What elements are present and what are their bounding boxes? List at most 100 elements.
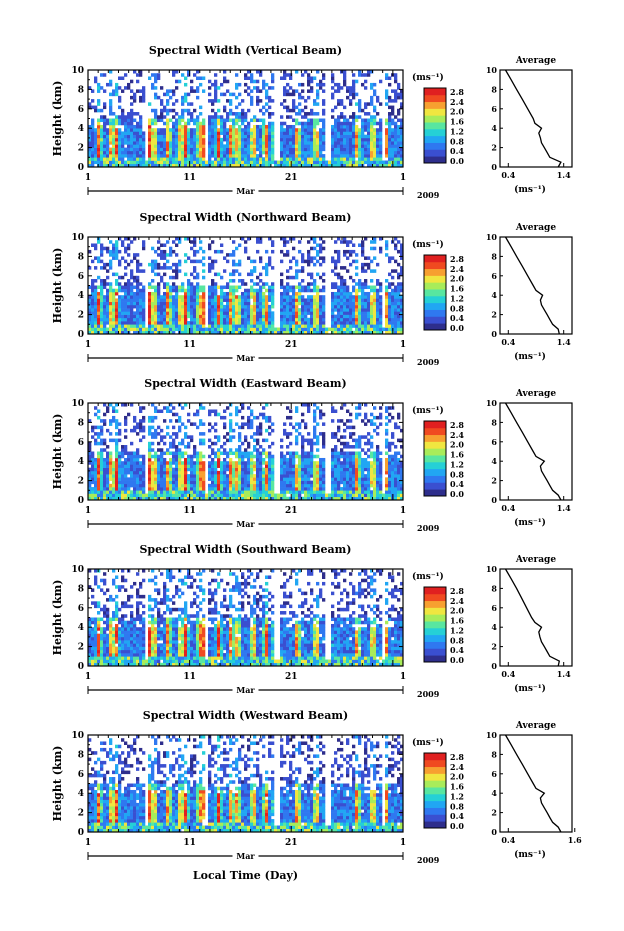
heatmap-cell <box>184 150 188 155</box>
heatmap-cell <box>322 144 326 148</box>
heatmap-cell <box>214 99 218 103</box>
heatmap-cell <box>277 330 281 335</box>
heatmap-cell <box>226 317 230 322</box>
heatmap-cell <box>148 477 152 481</box>
heatmap-cell <box>247 291 251 296</box>
heatmap-cell <box>100 285 104 290</box>
heatmap-cell <box>331 144 335 148</box>
heatmap-cell <box>94 425 98 430</box>
heatmap-cell <box>109 298 113 302</box>
heatmap-cell <box>229 304 233 309</box>
heatmap-cell <box>97 480 101 485</box>
heatmap-cell <box>178 470 182 475</box>
heatmap-cell <box>220 243 224 247</box>
heatmap-cell <box>292 105 296 110</box>
heatmap-cell <box>151 147 155 152</box>
heatmap-cell <box>199 474 203 478</box>
heatmap-cell <box>286 330 290 335</box>
heatmap-cell <box>394 269 398 273</box>
heatmap-cell <box>268 137 272 142</box>
heatmap-cell <box>307 330 311 335</box>
heatmap-cell <box>244 150 248 155</box>
heatmap-cell <box>214 295 218 299</box>
heatmap-cell <box>184 291 188 296</box>
heatmap-cell <box>178 298 182 302</box>
heatmap-cell <box>217 115 221 119</box>
heatmap-cell <box>163 272 167 277</box>
heatmap-cell <box>169 285 173 290</box>
heatmap-cell <box>109 308 113 312</box>
heatmap-cell <box>373 82 377 87</box>
heatmap-cell <box>262 134 266 139</box>
heatmap-cell <box>160 487 164 491</box>
heatmap-cell <box>175 137 179 142</box>
heatmap-cell <box>340 144 344 148</box>
heatmap-cell <box>385 160 389 165</box>
heatmap-cell <box>343 324 347 328</box>
heatmap-cell <box>271 128 275 132</box>
heatmap-cell <box>193 445 197 449</box>
heatmap-cell <box>340 279 344 283</box>
heatmap-cell <box>397 137 401 142</box>
heatmap-cell <box>232 112 236 116</box>
heatmap-cell <box>241 115 245 119</box>
heatmap-cell <box>127 304 131 309</box>
heatmap-cell <box>154 121 158 126</box>
heatmap-cell <box>184 496 188 501</box>
heatmap-cell <box>148 160 152 165</box>
heatmap-cell <box>232 467 236 472</box>
heatmap-cell <box>187 70 191 74</box>
heatmap-cell <box>163 314 167 319</box>
heatmap-cell <box>115 246 119 251</box>
heatmap-cell <box>376 327 380 332</box>
heatmap-cell <box>373 157 377 161</box>
heatmap-cell <box>247 154 251 158</box>
heatmap-cell <box>142 154 146 158</box>
heatmap-cell <box>352 311 356 315</box>
heatmap-cell <box>94 243 98 247</box>
heatmap-cell <box>253 295 257 299</box>
heatmap-cell <box>280 295 284 299</box>
heatmap-cell <box>217 477 221 481</box>
heatmap-cell <box>91 308 95 312</box>
heatmap-cell <box>202 118 206 123</box>
heatmap-cell <box>97 435 101 439</box>
heatmap-cell <box>175 269 179 273</box>
heatmap-cell <box>127 464 131 468</box>
heatmap-cell <box>400 311 404 315</box>
heatmap-cell <box>310 131 314 135</box>
heatmap-cell <box>175 451 179 456</box>
heatmap-cell <box>280 76 284 80</box>
heatmap-cell <box>208 160 212 165</box>
heatmap-cell <box>337 124 341 129</box>
heatmap-cell <box>304 327 308 332</box>
heatmap-cell <box>136 311 140 315</box>
heatmap-cell <box>271 324 275 328</box>
heatmap-cell <box>316 311 320 315</box>
heatmap-cell <box>91 144 95 148</box>
heatmap-cell <box>379 102 383 106</box>
heatmap-cell <box>100 157 104 161</box>
heatmap-cell <box>130 147 134 152</box>
heatmap-cell <box>187 480 191 485</box>
heatmap-cell <box>379 128 383 132</box>
heatmap-cell <box>229 137 233 142</box>
heatmap-cell <box>196 483 200 488</box>
heatmap-cell <box>100 487 104 491</box>
heatmap-cell <box>229 490 233 494</box>
heatmap-cell <box>154 308 158 312</box>
heatmap-cell <box>178 321 182 325</box>
heatmap-cell <box>316 144 320 148</box>
heatmap-cell <box>226 144 230 148</box>
heatmap-cell <box>361 157 365 161</box>
heatmap-cell <box>397 163 401 168</box>
heatmap-cell <box>283 330 287 335</box>
heatmap-cell <box>136 282 140 286</box>
heatmap-cell <box>184 99 188 103</box>
heatmap-cell <box>130 95 134 100</box>
heatmap-cell <box>313 124 317 129</box>
heatmap-cell <box>94 79 98 84</box>
heatmap-cell <box>217 128 221 132</box>
heatmap-cell <box>301 279 305 283</box>
heatmap-cell <box>202 470 206 475</box>
